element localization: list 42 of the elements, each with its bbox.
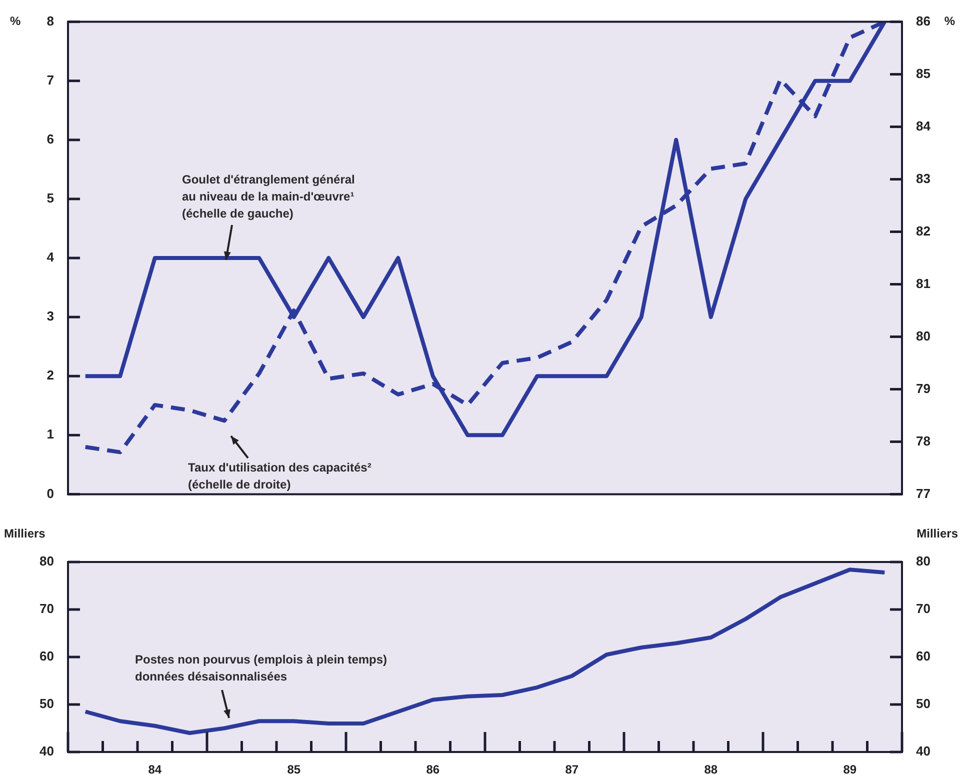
y-tick-label: 50 — [40, 696, 54, 712]
y2-tick-label: 85 — [916, 66, 930, 81]
y-tick-label: 5 — [46, 190, 54, 206]
y-tick-label: 60 — [40, 648, 54, 664]
y2-tick-label: 50 — [916, 696, 930, 712]
y-tick-label: 1 — [46, 426, 54, 442]
y-tick-label: 7 — [46, 72, 54, 88]
x-tick-label: 89 — [843, 762, 857, 777]
y2-tick-label: 40 — [916, 744, 930, 759]
y-tick-label: 3 — [46, 308, 54, 324]
y2-tick-label: 78 — [916, 433, 930, 448]
y-tick-label: 8 — [46, 13, 54, 28]
y2-tick-label: 82 — [916, 223, 930, 238]
y2-tick-label: 70 — [916, 601, 930, 616]
y2-tick-label: 86 — [916, 13, 930, 28]
y2-axis-title: Milliers — [916, 526, 958, 540]
y2-axis-title: % — [944, 14, 956, 28]
y-tick-label: 6 — [46, 131, 54, 146]
y2-tick-label: 79 — [916, 380, 930, 396]
x-tick-label: 85 — [287, 762, 301, 777]
y2-tick-label: 83 — [916, 170, 930, 186]
x-tick-label: 84 — [148, 762, 162, 777]
y-tick-label: 40 — [40, 744, 54, 759]
y2-tick-label: 77 — [916, 486, 930, 501]
annotation: Postes non pourvus (emplois à plein temps) données désaisonnalisées — [135, 652, 388, 684]
y-tick-label: 4 — [46, 250, 55, 265]
x-tick-label: 86 — [426, 762, 440, 777]
y-tick-label: 2 — [46, 368, 54, 383]
y2-tick-label: 60 — [916, 648, 930, 664]
annotation: Goulet d'étranglement général au niveau de la main-d'œuvre¹ (échelle de gauche) — [182, 172, 355, 220]
y2-tick-label: 80 — [916, 554, 930, 569]
y2-tick-label: 84 — [916, 118, 932, 134]
y-axis-title: Milliers — [4, 526, 46, 540]
y-tick-label: 70 — [40, 601, 54, 616]
y2-tick-label: 80 — [916, 328, 930, 344]
y-axis-title: % — [10, 14, 21, 28]
x-tick-label: 88 — [704, 762, 718, 777]
x-tick-label: 87 — [565, 762, 579, 777]
y2-tick-label: 81 — [916, 276, 930, 291]
y-tick-label: 80 — [40, 554, 54, 569]
y-tick-label: 0 — [46, 486, 54, 501]
annotation: Taux d'utilisation des capacités² (échelle de droite) — [188, 460, 372, 492]
